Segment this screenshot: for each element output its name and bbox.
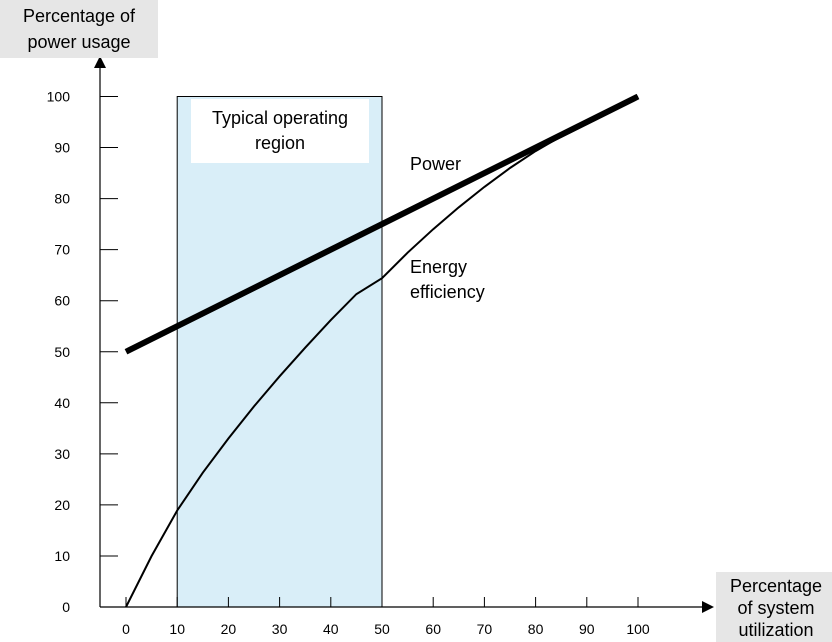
x-axis-title-line-1: Percentage — [730, 576, 822, 596]
operating-region — [176, 96, 383, 608]
y-tick-label: 40 — [54, 395, 70, 411]
region-label-line-2: region — [255, 133, 305, 153]
y-tick-label: 30 — [54, 446, 70, 462]
x-tick-label: 50 — [374, 621, 390, 637]
x-tick-label: 90 — [579, 621, 595, 637]
x-axis-title-line-2: of system — [737, 598, 814, 618]
y-tick-label: 90 — [54, 140, 70, 156]
y-axis-title-line-2: power usage — [27, 32, 130, 52]
y-tick-label: 50 — [54, 344, 70, 360]
energy-label-line-2: efficiency — [410, 282, 485, 302]
series-power — [124, 93, 640, 355]
x-axis-title-line-3: utilization — [738, 620, 813, 640]
x-tick-label: 100 — [626, 621, 650, 637]
region-label-box — [191, 99, 369, 163]
y-tick-label: 0 — [62, 599, 70, 615]
y-axis-title-line-1: Percentage of — [23, 6, 136, 26]
y-tick-label: 80 — [54, 191, 70, 207]
x-tick-label: 30 — [272, 621, 288, 637]
y-tick-label: 70 — [54, 242, 70, 258]
x-tick-label: 0 — [122, 621, 130, 637]
y-tick-label: 10 — [54, 548, 70, 564]
x-tick-label: 70 — [477, 621, 493, 637]
power-label: Power — [410, 154, 461, 174]
x-axis-title-box — [716, 572, 832, 642]
region-label-line-1: Typical operating — [212, 108, 348, 128]
y-tick-label: 20 — [54, 497, 70, 513]
x-tick-label: 40 — [323, 621, 339, 637]
energy-label-line-1: Energy — [410, 257, 467, 277]
x-tick-label: 60 — [425, 621, 441, 637]
y-tick-label: 60 — [54, 293, 70, 309]
y-tick-label: 100 — [47, 89, 71, 105]
y-axis-title-box — [0, 0, 158, 58]
x-tick-label: 80 — [528, 621, 544, 637]
x-tick-label: 20 — [221, 621, 237, 637]
x-tick-label: 10 — [169, 621, 185, 637]
